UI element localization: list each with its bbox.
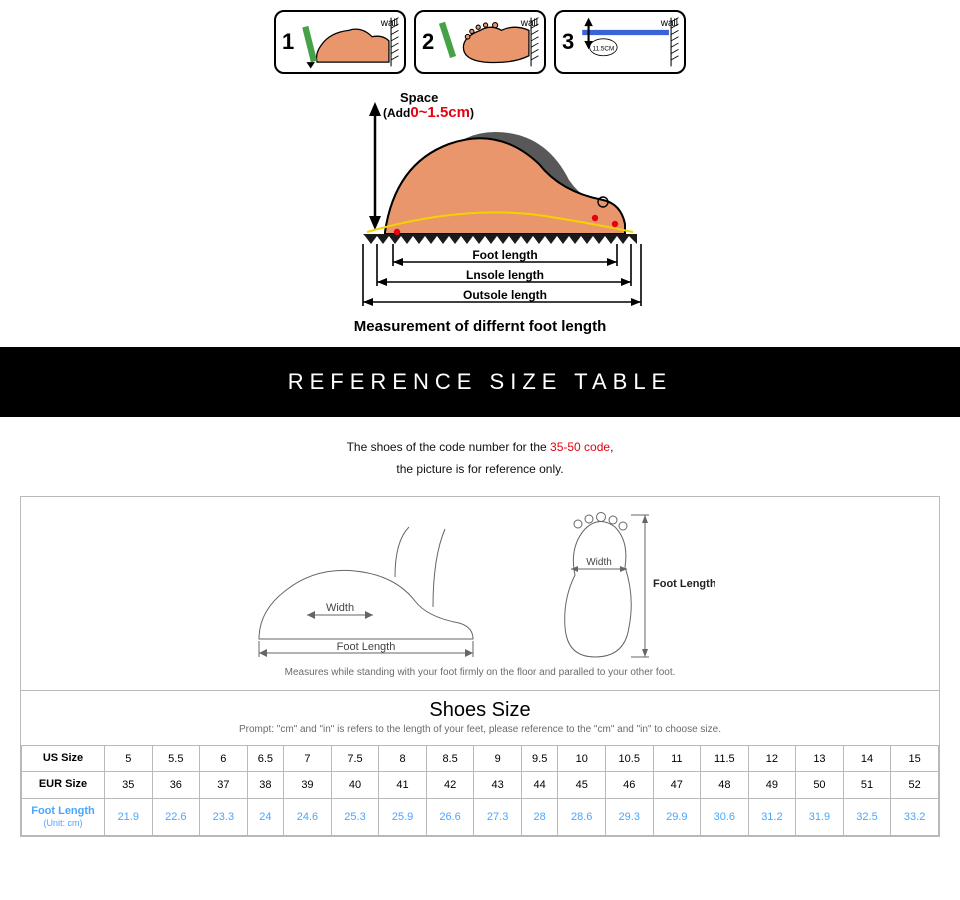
wall-label: wall: [521, 18, 538, 29]
wall-label: wall: [661, 18, 678, 29]
us-label: US Size: [22, 746, 105, 772]
svg-text:Width: Width: [326, 602, 354, 614]
eur-row: EUR Size 3536373839404142434445464748495…: [22, 772, 939, 798]
step-3: 3 wall 11.5CM: [554, 10, 686, 74]
size-prompt: Prompt: "cm" and "in" is refers to the l…: [21, 724, 939, 745]
sole-foot-icon: Width Foot Length: [545, 511, 715, 661]
svg-text:Foot Length: Foot Length: [653, 578, 715, 590]
reference-banner: REFERENCE SIZE TABLE: [0, 347, 960, 417]
size-panel: Width Foot Length Width Foot Length Meas…: [20, 496, 940, 836]
shoes-size-title: Shoes Size: [21, 691, 939, 724]
svg-text:Outsole length: Outsole length: [463, 288, 547, 302]
svg-text:Space: Space: [400, 90, 438, 105]
step-1: 1 wall: [274, 10, 406, 74]
svg-text:(Add0~1.5cm): (Add0~1.5cm): [383, 104, 474, 121]
svg-text:Foot length: Foot length: [472, 248, 537, 262]
code-note: The shoes of the code number for the 35-…: [0, 437, 960, 480]
measurement-steps: 1 wall 2 wall 3 wall 11.5: [0, 0, 960, 78]
step-number: 1: [282, 29, 294, 55]
svg-text:Foot Length: Foot Length: [337, 641, 396, 653]
step-number: 2: [422, 29, 434, 55]
size-table: US Size 55.566.577.588.599.51010.51111.5…: [21, 745, 939, 835]
svg-text:Width: Width: [586, 557, 612, 568]
step-number: 3: [562, 29, 574, 55]
wall-label: wall: [381, 18, 398, 29]
us-row: US Size 55.566.577.588.599.51010.51111.5…: [22, 746, 939, 772]
measure-hint: Measures while standing with your foot f…: [21, 667, 939, 690]
svg-text:Lnsole length: Lnsole length: [466, 268, 544, 282]
svg-text:11.5CM: 11.5CM: [593, 45, 615, 52]
footlength-row: Foot Length(Unit: cm) 21.922.623.32424.6…: [22, 798, 939, 835]
diagram-caption: Measurement of differnt foot length: [0, 318, 960, 335]
foot-diagram: Space (Add0~1.5cm) Foot length: [285, 84, 675, 314]
eur-label: EUR Size: [22, 772, 105, 798]
foot-line-drawings: Width Foot Length Width Foot Length: [21, 497, 939, 667]
step-2: 2 wall: [414, 10, 546, 74]
fl-label: Foot Length(Unit: cm): [22, 798, 105, 835]
side-foot-icon: Width Foot Length: [245, 521, 485, 661]
